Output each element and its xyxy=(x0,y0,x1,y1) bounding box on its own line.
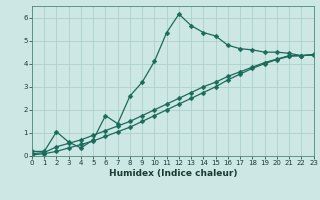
X-axis label: Humidex (Indice chaleur): Humidex (Indice chaleur) xyxy=(108,169,237,178)
